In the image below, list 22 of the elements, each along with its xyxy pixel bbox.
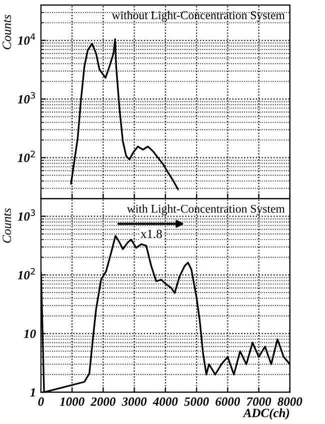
y-tick-label: 10$^{4}$ [18, 33, 36, 45]
chart-title: with Light-Concentration System [126, 204, 285, 216]
y-axis-title: Counts [2, 14, 12, 50]
x-tick-label: 6000 [216, 397, 240, 406]
y-tick-label: 10$^{3}$ [18, 209, 35, 221]
y-axis-title: Counts [2, 208, 12, 243]
chart-title: without Light-Concentration System [112, 10, 285, 22]
x-tick-label: 4000 [152, 397, 178, 406]
y-tick-label: 10$^{2}$ [18, 150, 35, 162]
x-axis-title: ADC(ch) [242, 408, 290, 420]
x-tick-label: 1000 [60, 397, 84, 406]
x-tick-label: 7000 [246, 397, 272, 406]
x-tick-label: 5000 [184, 397, 209, 406]
x-tick-label: 2000 [90, 397, 116, 406]
x-tick-label: 8000 [278, 397, 302, 406]
x-tick-label: 3000 [122, 397, 147, 406]
y-tick-label: 10$^{2}$ [18, 268, 35, 280]
y-tick-label: 1 [30, 388, 35, 397]
x-tick-label: 0 [38, 397, 44, 406]
y-tick-label: 10$^{3}$ [18, 92, 35, 104]
annotation: x1.8 [140, 230, 162, 238]
y-tick-label: 10 [24, 330, 36, 338]
